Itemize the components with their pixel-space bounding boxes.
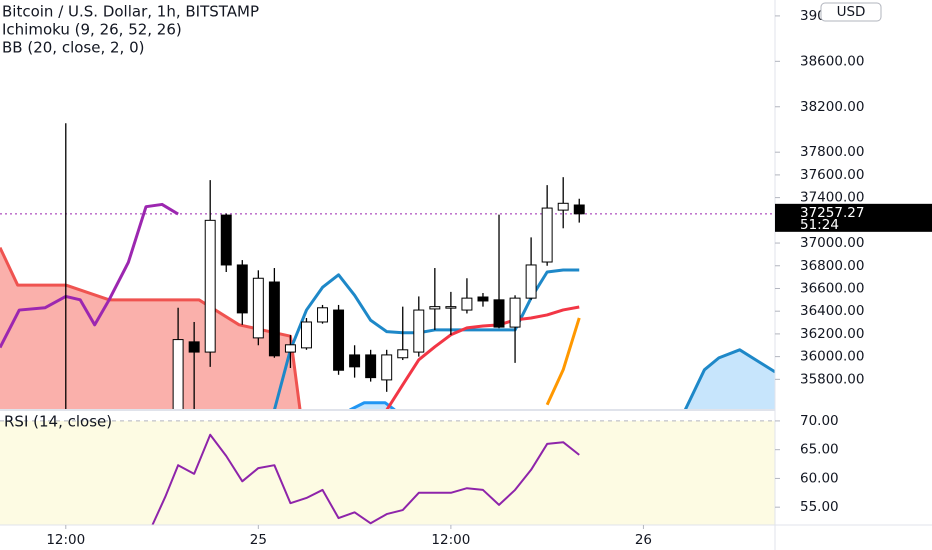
last-price-box bbox=[775, 203, 932, 232]
price-pane bbox=[0, 123, 775, 410]
axes: 39000.0038600.0038200.0037800.0037600.00… bbox=[46, 2, 932, 548]
y-tick-label: 37400.00 bbox=[800, 190, 864, 206]
candle-body bbox=[188, 341, 200, 353]
y-tick-label: 37800.00 bbox=[800, 144, 864, 160]
candle-body bbox=[220, 214, 232, 266]
cloud-fill bbox=[685, 349, 775, 410]
candle-body bbox=[365, 354, 377, 379]
candle-body bbox=[236, 264, 248, 314]
cloud-fill bbox=[0, 247, 301, 410]
rsi-pane bbox=[0, 420, 775, 525]
candle-body bbox=[252, 277, 264, 339]
candle-body bbox=[445, 306, 457, 309]
indicator-label: BB (20, close, 2, 0) bbox=[2, 39, 144, 57]
candle-body bbox=[477, 296, 489, 302]
y-tick-label: 55.00 bbox=[800, 499, 839, 515]
candle-body bbox=[429, 306, 441, 310]
chart-title: Bitcoin / U.S. Dollar, 1h, BITSTAMP bbox=[2, 3, 259, 21]
y-tick-label: 37600.00 bbox=[800, 167, 864, 183]
candle-body bbox=[333, 309, 345, 371]
y-tick-label: 36200.00 bbox=[800, 326, 864, 342]
indicator-line bbox=[385, 305, 580, 410]
indicator-line bbox=[545, 317, 581, 406]
indicator-line bbox=[683, 348, 775, 410]
currency-badge bbox=[820, 2, 882, 22]
candle-body bbox=[284, 344, 296, 353]
candle-body bbox=[525, 264, 537, 299]
indicator-label: Ichimoku (9, 26, 52, 26) bbox=[2, 21, 182, 39]
candle-body bbox=[172, 339, 184, 410]
x-tick-label: 12:00 bbox=[46, 532, 85, 548]
candle-body bbox=[493, 299, 505, 328]
candle-body bbox=[300, 321, 312, 349]
y-tick-label: 65.00 bbox=[800, 442, 839, 458]
currency-label: USD bbox=[837, 4, 866, 20]
y-tick-label: 36400.00 bbox=[800, 303, 864, 319]
candle-body bbox=[413, 309, 425, 353]
y-tick-label: 36800.00 bbox=[800, 258, 864, 274]
last-price-label: 37257.27 bbox=[800, 205, 864, 221]
y-tick-label: 36000.00 bbox=[800, 349, 864, 365]
y-tick-label: 35800.00 bbox=[800, 371, 864, 387]
y-tick-label: 36600.00 bbox=[800, 280, 864, 296]
candle-body bbox=[509, 297, 521, 328]
candle-body bbox=[541, 207, 553, 263]
x-tick-label: 25 bbox=[250, 532, 267, 548]
x-tick-label: 12:00 bbox=[431, 532, 470, 548]
y-tick-label: 38600.00 bbox=[800, 53, 864, 69]
indicator-line bbox=[0, 246, 302, 410]
candle-body bbox=[557, 202, 569, 211]
candle-body bbox=[204, 219, 216, 353]
countdown-label: 51:24 bbox=[800, 217, 839, 233]
candle-body bbox=[317, 307, 328, 323]
candle-body bbox=[461, 297, 473, 311]
candle-body bbox=[397, 349, 409, 359]
indicator-line bbox=[272, 268, 580, 410]
candle-body bbox=[381, 354, 393, 381]
indicator-line bbox=[0, 202, 179, 349]
y-tick-label: 37000.00 bbox=[800, 235, 864, 251]
rsi-title: RSI (14, close) bbox=[4, 413, 112, 431]
y-tick-label: 38200.00 bbox=[800, 99, 864, 115]
rsi-band bbox=[0, 420, 775, 525]
y-tick-label: 70.00 bbox=[800, 413, 839, 429]
candle-body bbox=[573, 204, 585, 215]
candle-body bbox=[268, 281, 280, 357]
rsi-line bbox=[151, 433, 580, 525]
x-tick-label: 26 bbox=[635, 532, 652, 548]
y-tick-label: 60.00 bbox=[800, 470, 839, 486]
candle-body bbox=[349, 354, 361, 368]
